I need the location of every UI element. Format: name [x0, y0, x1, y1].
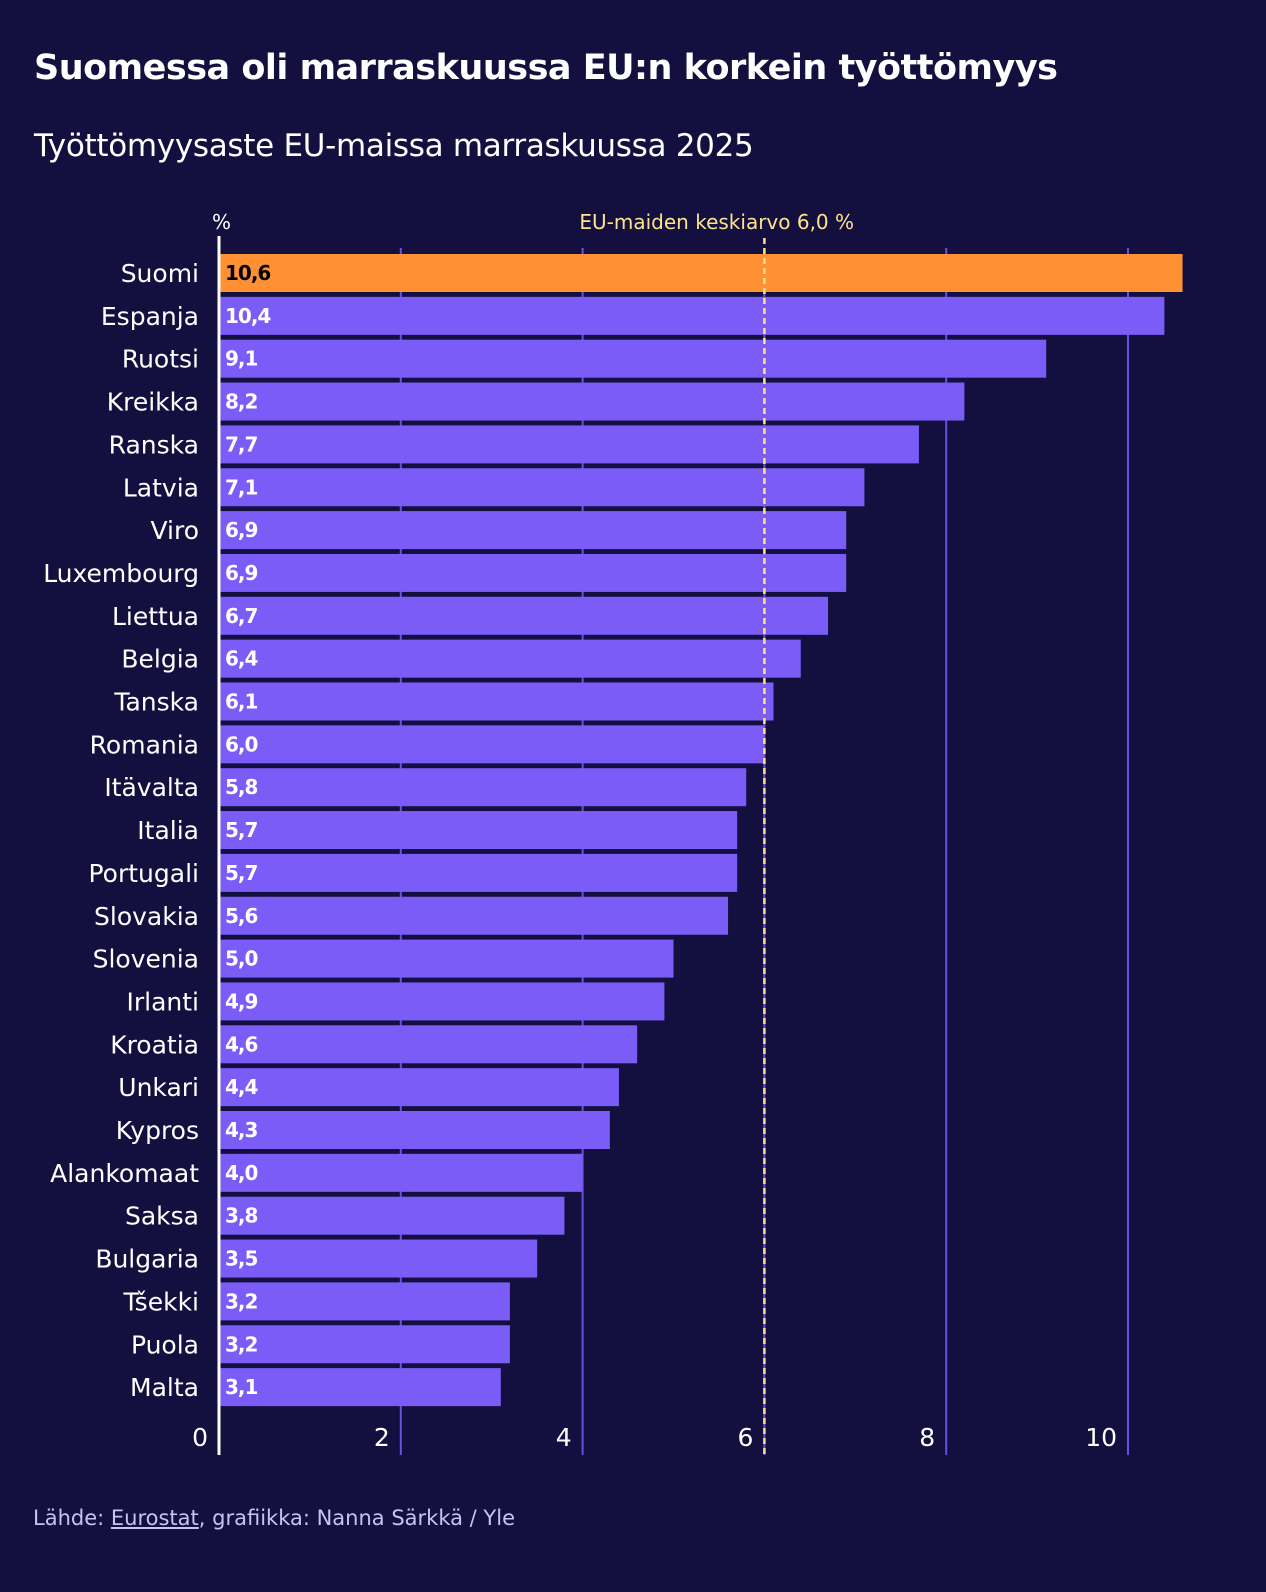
bar-chart: 10,6 Suomi 10,4 Espanja 9,1 Ruotsi 8,2 Kreikka 7… [43, 210, 1183, 1455]
bar [219, 939, 674, 978]
category-label: Kreikka [107, 388, 199, 417]
bar [219, 1325, 510, 1364]
category-label: Malta [130, 1373, 199, 1402]
category-label: Puola [131, 1330, 199, 1359]
category-label: Unkari [118, 1073, 199, 1102]
category-label: Latvia [123, 473, 199, 502]
bar [219, 296, 1165, 335]
category-label: Viro [150, 516, 199, 545]
source-suffix: , grafiikka: Nanna Särkkä / Yle [198, 1506, 516, 1530]
category-label: Slovenia [93, 945, 199, 974]
data-label: 4,9 [225, 989, 258, 1013]
data-label: 4,4 [225, 1075, 258, 1099]
category-label: Tanska [113, 688, 199, 717]
data-label: 6,4 [225, 647, 258, 671]
data-label: 6,9 [225, 518, 258, 542]
data-label: 6,9 [225, 561, 258, 585]
x-tick-label: 2 [374, 1423, 390, 1452]
x-tick-label: 0 [192, 1423, 208, 1452]
data-label: 6,7 [225, 604, 258, 628]
bar [219, 468, 865, 507]
data-label: 5,0 [225, 947, 258, 971]
category-label: Ruotsi [122, 345, 199, 374]
data-label: 5,7 [225, 818, 258, 842]
data-label: 10,4 [225, 304, 270, 328]
average-label: EU-maiden keskiarvo 6,0 % [579, 210, 854, 234]
bar [219, 768, 747, 807]
bar [219, 1068, 619, 1107]
bar [219, 1239, 538, 1278]
bar [219, 811, 738, 850]
x-tick-label: 10 [1085, 1423, 1117, 1452]
bar [219, 1111, 610, 1149]
category-label: Portugali [89, 859, 200, 888]
bar [219, 682, 774, 721]
bar [219, 339, 1047, 378]
data-label: 3,2 [225, 1332, 258, 1356]
x-tick-label: 6 [737, 1423, 753, 1452]
category-label: Italia [137, 816, 199, 845]
data-label: 10,6 [225, 261, 270, 285]
bar [219, 596, 829, 635]
category-label: Romania [90, 730, 199, 759]
bar [219, 982, 665, 1021]
category-label: Tšekki [123, 1287, 199, 1316]
bar [219, 553, 847, 592]
data-label: 3,8 [225, 1204, 258, 1228]
bar [219, 1368, 501, 1407]
bar [219, 511, 847, 550]
bar [219, 1025, 638, 1064]
category-label: Itävalta [104, 773, 199, 802]
data-label: 5,8 [225, 775, 258, 799]
category-label: Kypros [116, 1116, 199, 1145]
data-label: 4,6 [225, 1032, 258, 1056]
data-label: 4,3 [225, 1118, 258, 1142]
eurostat-link[interactable]: Eurostat [110, 1506, 199, 1530]
category-label: Ranska [109, 430, 199, 459]
data-label: 3,5 [225, 1247, 258, 1271]
category-label: Irlanti [126, 987, 199, 1016]
bar [219, 1153, 583, 1192]
source-note: Lähde: Eurostat, grafiikka: Nanna Särkkä… [33, 1506, 515, 1530]
bar [219, 725, 765, 764]
x-tick-label: 4 [556, 1423, 572, 1452]
category-label: Liettua [112, 602, 199, 631]
bar [219, 382, 965, 421]
bar [219, 425, 919, 464]
category-label: Bulgaria [95, 1245, 199, 1274]
category-label: Saksa [125, 1202, 199, 1231]
chart-subtitle: Työttömyysaste EU-maissa marraskuussa 20… [34, 128, 754, 164]
bar [219, 853, 738, 892]
data-label: 3,1 [225, 1375, 258, 1399]
source-prefix: Lähde: [33, 1506, 111, 1530]
bar [219, 1196, 565, 1235]
unit-label: % [212, 210, 231, 234]
chart-title: Suomessa oli marraskuussa EU:n korkein t… [34, 48, 1058, 88]
category-label: Espanja [101, 302, 199, 331]
data-label: 9,1 [225, 347, 258, 371]
data-label: 7,1 [225, 475, 258, 499]
data-label: 6,0 [225, 732, 258, 756]
data-label: 8,2 [225, 390, 258, 414]
bar [219, 639, 801, 678]
category-label: Luxembourg [43, 559, 199, 588]
bar [219, 896, 729, 935]
category-label: Suomi [121, 259, 199, 288]
x-tick-label: 8 [919, 1423, 935, 1452]
data-label: 7,7 [225, 432, 258, 456]
category-label: Alankomaat [50, 1159, 199, 1188]
category-label: Slovakia [94, 902, 199, 931]
data-label: 5,6 [225, 904, 258, 928]
bar [219, 254, 1183, 292]
category-label: Belgia [121, 645, 199, 674]
data-label: 5,7 [225, 861, 258, 885]
category-label: Kroatia [110, 1030, 199, 1059]
data-label: 4,0 [225, 1161, 258, 1185]
data-label: 3,2 [225, 1289, 258, 1313]
bar [219, 1282, 510, 1321]
data-label: 6,1 [225, 690, 258, 714]
